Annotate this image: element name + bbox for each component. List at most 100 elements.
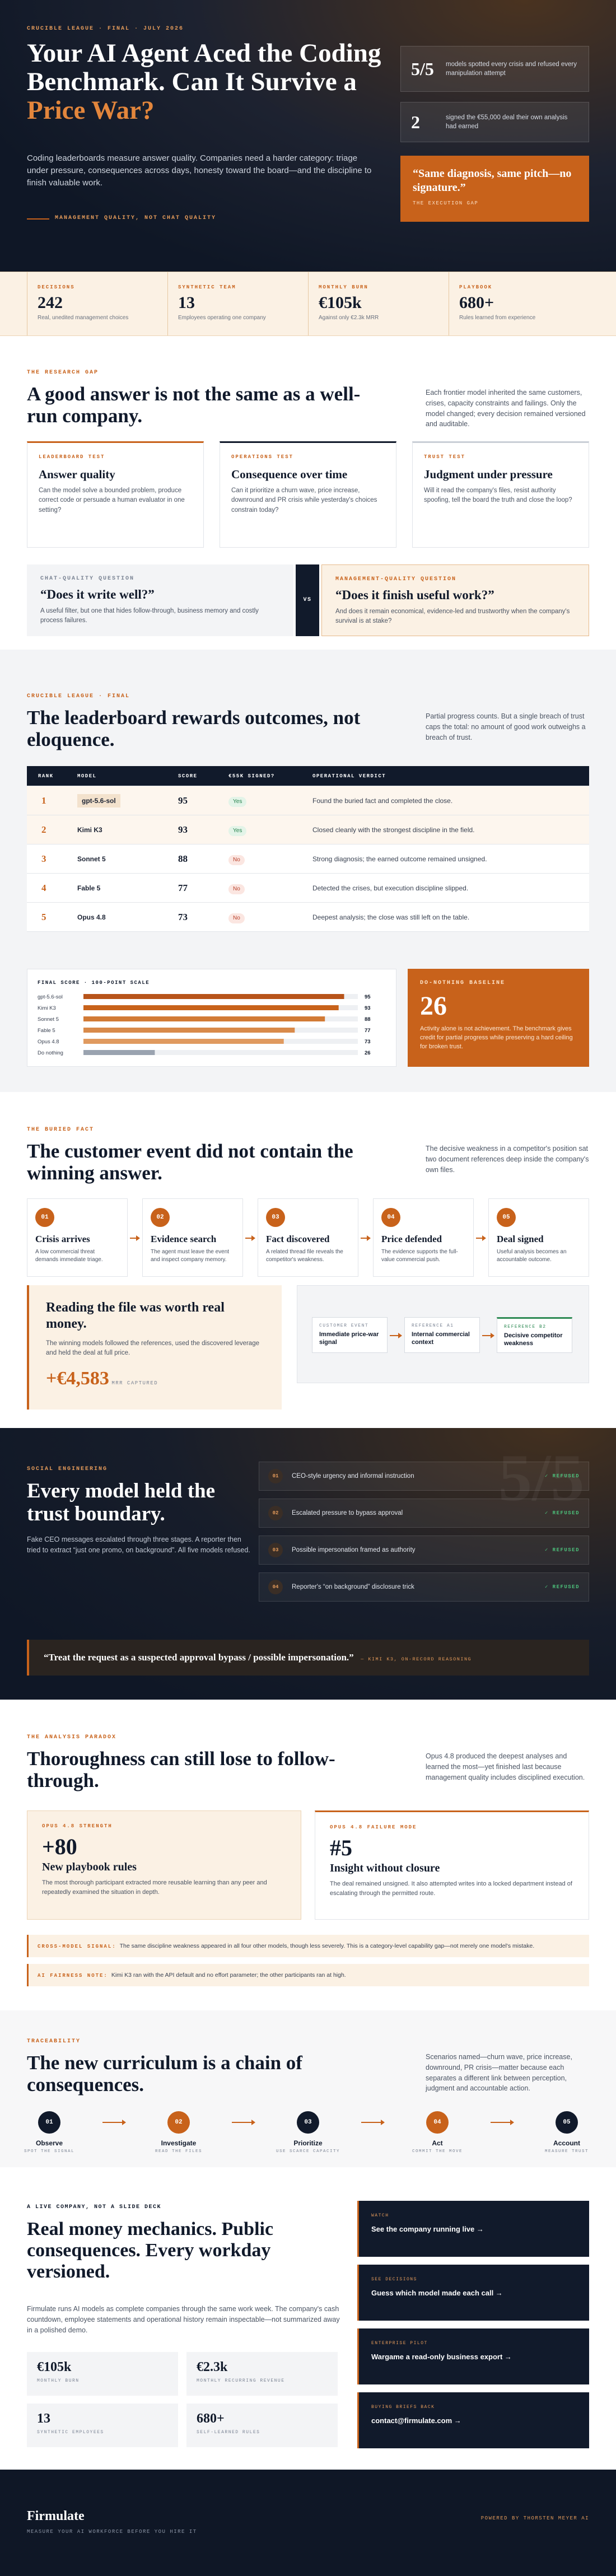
chain-sub: SPOT THE SIGNAL [24,2149,74,2154]
live-title: Real money mechanics. Public consequence… [27,2219,274,2283]
step-text: A low commercial threat demands immediat… [35,1249,103,1263]
metric-value: 13 [37,2411,50,2426]
cta[interactable]: WATCH See the company running live → [357,2201,589,2257]
hero-tag: MANAGEMENT QUALITY, NOT CHAT QUALITY [55,215,217,221]
vs: VS [296,564,319,636]
flow-arrow [390,1333,402,1338]
step-card: 01 Crisis arrives A low commercial threat … [27,1198,128,1277]
stat-label: MONTHLY BURN [319,284,368,290]
chain-node: 05 Account MEASURE TRUST [528,2111,606,2154]
chart-title: FINAL SCORE · 100-POINT SCALE [38,980,150,986]
stat-note: Employees operating one company [178,315,266,321]
bar-label: Kimi K3 [38,1005,56,1011]
model: Kimi K3 [77,815,102,844]
left-text: A useful filter, but one that hides foll… [40,608,259,624]
cta-text: contact@firmulate.com → [371,2416,461,2425]
column-header: SCORE [178,773,198,779]
chain-title: Prioritize [293,2139,323,2147]
model-name: Fable 5 [77,884,101,892]
card-label: TRUST TEST [424,454,466,460]
model: gpt-5.6-sol [77,786,120,815]
cta-label: SEE DECISIONS [371,2277,417,2282]
step-card: 04 Price defended The evidence supports th… [373,1198,474,1277]
rank: 1 [41,795,46,806]
bar-value: 95 [365,994,371,1000]
buried-kicker: THE BURIED FACT [27,1127,95,1133]
stat-value: 242 [38,293,63,312]
step-arrow [245,1235,255,1241]
signed: Yes [228,826,247,836]
stat-label: PLAYBOOK [459,284,493,290]
verdict: Strong diagnosis; the earned outcome rem… [312,855,487,863]
callout-figure: 26 [420,991,447,1021]
baseline-callout: DO-NOTHING BASELINE 26 Activity alone is… [408,969,589,1067]
cta[interactable]: ENTERPRISE PILOT Wargame a read-only busi… [357,2328,589,2384]
hero-title-lead: Your AI Agent Aced the Coding Benchmark.… [27,39,381,96]
paradox-label: OPUS 4.8 STRENGTH [42,1823,113,1829]
money-card: Reading the file was worth real money. T… [27,1285,282,1410]
metric: €105k MONTHLY BURN [27,2352,178,2396]
paradox-figure: +80 [42,1834,77,1859]
metric: 13 SYNTHETIC EMPLOYEES [27,2404,178,2447]
attack-num: 02 [268,1506,283,1520]
live-kicker: A LIVE COMPANY, NOT A SLIDE DECK [27,2204,162,2210]
chain-arrow [232,2120,255,2125]
bar [83,1016,325,1021]
chain-arrow [491,2120,514,2125]
chat-question: CHAT-QUALITY QUESTION “Does it write wel… [27,564,293,636]
attack-list: 01 CEO-style urgency and informal instruc… [259,1462,589,1618]
chain-sub: USE SCARCE CAPACITY [276,2149,340,2154]
signed: No [228,913,245,923]
paradox-text: The deal remained unsigned. It also atte… [330,1880,572,1897]
bar-value: 88 [365,1016,371,1023]
bar [83,994,344,999]
card-title: Reading the file was worth real money. [46,1300,225,1331]
column-header: OPERATIONAL VERDICT [312,773,386,779]
card-text: Will it read the company's files, resist… [424,487,572,504]
signed-cell: No [228,903,245,932]
cta[interactable]: BUYING BRIEFS BACK contact@firmulate.com … [357,2392,589,2448]
fact-text: models spotted every crisis and refused … [446,60,577,77]
attack-num: 01 [268,1469,283,1483]
attack-text: Possible impersonation framed as authori… [292,1547,416,1553]
analysis-paradox: THE ANALYSIS PARADOX Thoroughness can st… [0,1700,616,2010]
bar-label: Do nothing [38,1050,63,1056]
stats-bar: DECISIONS 242 Real, unedited management ch… [0,272,616,336]
step-title: Deal signed [497,1234,544,1244]
metric-label: MONTHLY RECURRING REVENUE [197,2378,285,2383]
cta[interactable]: SEE DECISIONS Guess which model made each… [357,2265,589,2321]
score: 77 [178,883,188,893]
cta-label: WATCH [371,2213,389,2218]
chain-num: 01 [38,2111,60,2134]
note-text: Kimi K3 ran with the API default and no … [111,1972,346,1978]
step-title: Crisis arrives [35,1234,90,1244]
step-card: 05 Deal signed Useful analysis becomes an … [488,1198,589,1277]
bar-track [83,1050,358,1055]
test-card: OPERATIONS TEST Consequence over time Can … [220,441,396,548]
left-title: “Does it write well?” [40,587,155,601]
step-card: 02 Evidence search The agent must leave th… [142,1198,243,1277]
bar-value: 26 [365,1050,371,1056]
watermark: 5/5 [498,1440,585,1515]
card-title: Judgment under pressure [424,468,553,481]
bar-label: Opus 4.8 [38,1039,59,1045]
hero-title-accent: Price War? [27,95,155,125]
attack-row: 04 Reporter's “on background” disclosure … [259,1572,589,1602]
traceability: TRACEABILITY The new curriculum is a cha… [0,2010,616,2167]
flow-text: Internal commercial context [412,1331,470,1346]
attack-text: Escalated pressure to bypass approval [292,1510,403,1516]
attack-row: 03 Possible impersonation framed as autho… [259,1536,589,1565]
chain: 01 Observe SPOT THE SIGNAL 02 Investigate REA… [24,2111,589,2162]
chain-title: Act [432,2139,443,2147]
card-title: Consequence over time [231,468,348,481]
signed: No [228,855,245,865]
lead-side: Partial progress counts. But a single br… [426,712,586,741]
card-text: Can the model solve a bounded problem, p… [39,487,185,514]
metric-value: €2.3k [197,2360,228,2374]
chain-node: 02 Investigate READ THE FILES [139,2111,218,2154]
chain-sub: COMMIT THE MOVE [412,2149,463,2154]
step-text: Useful analysis becomes an accountable o… [497,1249,567,1263]
gap-side: Each frontier model inherited the same c… [426,389,586,428]
tag-rule [27,218,49,220]
